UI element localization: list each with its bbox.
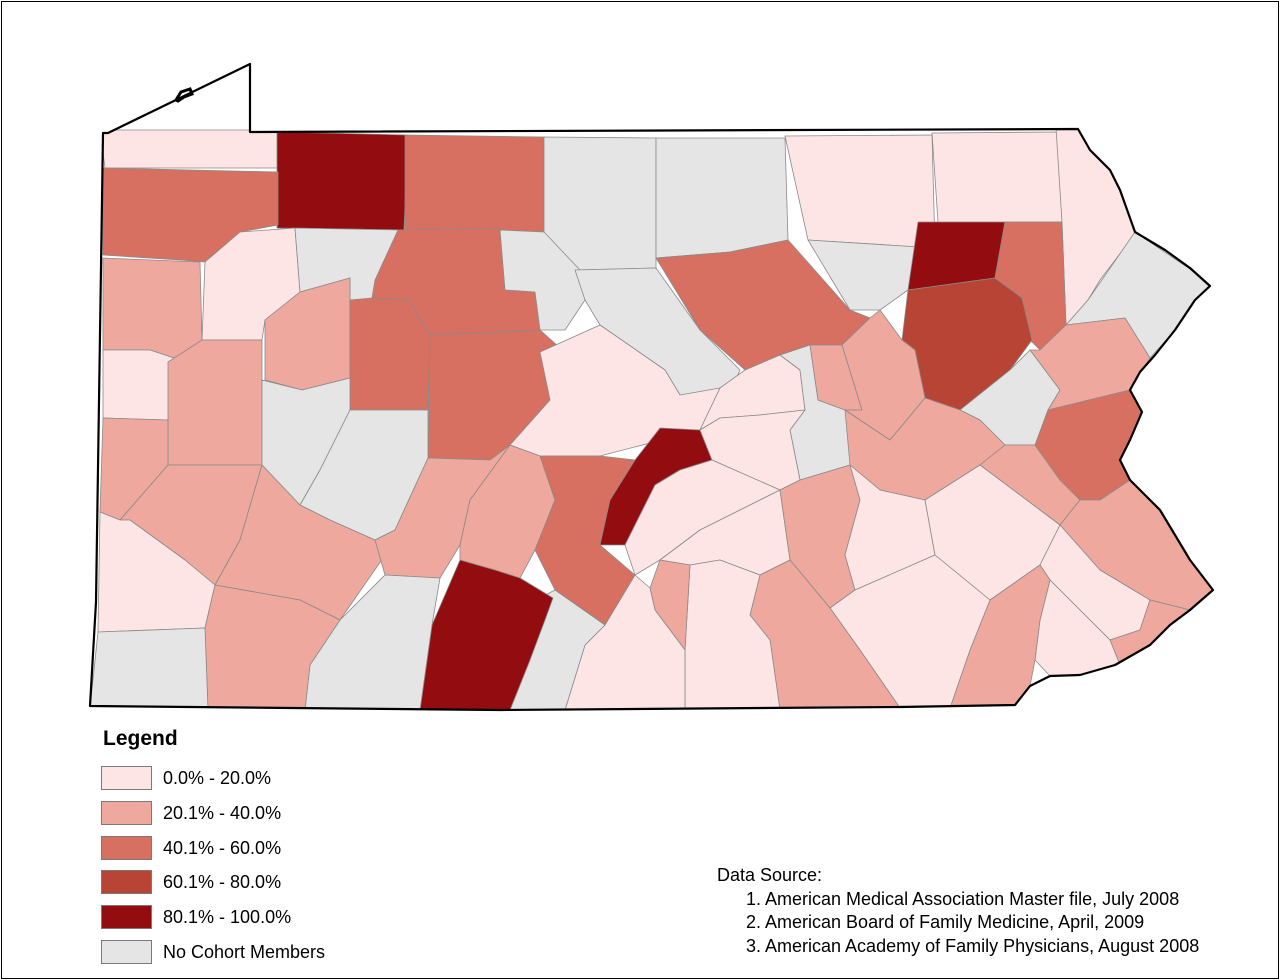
legend-label: No Cohort Members bbox=[163, 941, 326, 962]
county-region bbox=[374, 444, 511, 579]
county-region bbox=[214, 464, 391, 621]
legend-swatch-40-60 bbox=[101, 835, 152, 860]
legend-label: 40.1% - 60.0% bbox=[163, 837, 282, 858]
county-region bbox=[841, 309, 926, 441]
county-region bbox=[99, 129, 281, 169]
data-source-heading: Data Source: bbox=[717, 865, 823, 885]
data-source-item: 2. American Board of Family Medicine, Ap… bbox=[746, 912, 1145, 932]
county-region bbox=[655, 137, 789, 259]
state-outline bbox=[88, 62, 1215, 712]
county-region bbox=[807, 239, 936, 311]
legend-label: 80.1% - 100.0% bbox=[163, 907, 292, 928]
county-region bbox=[102, 257, 203, 361]
legend-title: Legend bbox=[103, 727, 178, 750]
legend-swatch-60-80 bbox=[101, 870, 152, 895]
county-region bbox=[90, 627, 209, 710]
legend-swatch-20-40 bbox=[101, 800, 152, 825]
data-source-item: 3. American Academy of Family Physicians… bbox=[746, 935, 1200, 956]
data-source-item: 1. American Medical Association Master f… bbox=[746, 888, 1180, 909]
legend-label: 0.0% - 20.0% bbox=[163, 768, 272, 788]
legend-swatch-80-100 bbox=[101, 905, 152, 930]
legend-label: 20.1% - 40.0% bbox=[163, 802, 282, 823]
county-region bbox=[931, 131, 1063, 233]
legend-label: 60.1% - 80.0% bbox=[163, 872, 282, 893]
county-region bbox=[784, 134, 936, 249]
county-region bbox=[276, 131, 409, 231]
data-source: Data Source: 1. American Medical Associa… bbox=[717, 864, 1199, 958]
county-region bbox=[499, 229, 586, 331]
legend-swatch-0-20 bbox=[101, 766, 152, 790]
legend-swatch-no-cohort bbox=[101, 939, 152, 964]
county-region bbox=[167, 339, 263, 466]
county-region bbox=[404, 134, 545, 233]
county-region bbox=[1029, 317, 1151, 411]
